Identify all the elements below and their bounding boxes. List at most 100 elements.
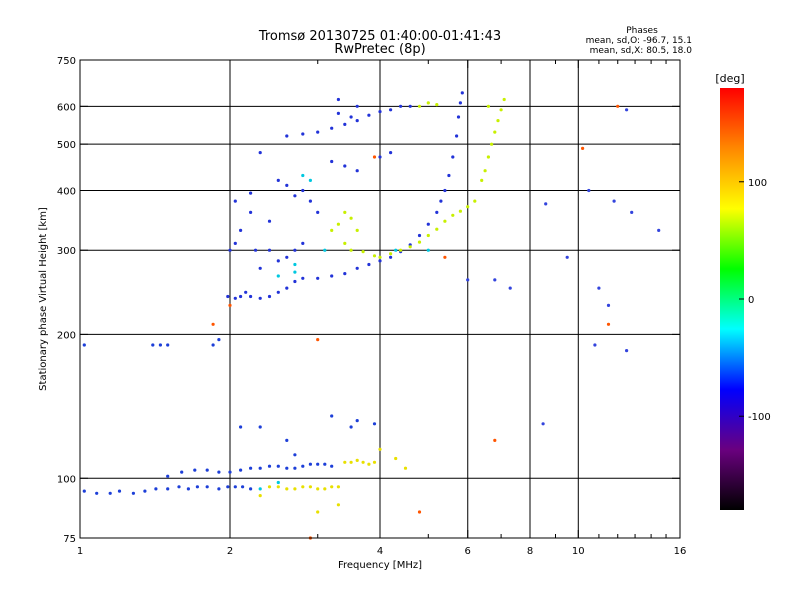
data-point: [285, 487, 289, 491]
data-point: [276, 290, 280, 294]
data-point: [258, 151, 262, 155]
data-point: [480, 178, 484, 182]
data-point: [82, 489, 86, 493]
data-point: [258, 487, 262, 491]
data-point: [131, 491, 135, 495]
data-point: [399, 104, 403, 108]
data-point: [493, 130, 497, 134]
data-point: [443, 219, 447, 223]
chart-title: Tromsø 20130725 01:40:00-01:41:43: [258, 29, 501, 44]
data-point: [285, 286, 289, 290]
data-point: [367, 462, 371, 466]
data-point: [486, 155, 490, 159]
data-point: [293, 270, 297, 274]
data-point: [253, 248, 258, 252]
data-point: [117, 489, 122, 493]
data-point: [258, 494, 262, 498]
data-point: [239, 425, 243, 429]
data-point: [239, 468, 243, 472]
data-point: [241, 485, 245, 489]
data-point: [349, 248, 353, 252]
data-point: [233, 296, 237, 300]
x-tick-label: 10: [572, 546, 585, 557]
data-point: [258, 266, 262, 270]
data-point: [258, 296, 262, 300]
data-point: [355, 228, 359, 232]
data-point: [158, 343, 162, 347]
data-point: [249, 191, 253, 195]
data-point: [417, 233, 422, 238]
data-point: [372, 155, 377, 159]
data-point: [587, 188, 591, 193]
data-point: [625, 349, 629, 353]
data-point: [625, 108, 629, 112]
data-point: [151, 343, 155, 347]
data-point: [186, 487, 190, 491]
data-point: [267, 464, 272, 468]
data-point: [267, 219, 272, 223]
data-point: [258, 425, 262, 429]
data-point: [336, 485, 340, 489]
data-point: [276, 274, 280, 278]
data-point: [177, 485, 181, 489]
data-point: [408, 104, 412, 108]
x-tick-label: 8: [527, 546, 533, 557]
data-point: [355, 169, 359, 173]
data-point: [486, 104, 490, 108]
data-point: [435, 103, 439, 107]
data-point: [426, 222, 430, 226]
x-tick-label: 4: [377, 546, 383, 557]
y-tick-label: 400: [57, 186, 76, 197]
y-tick-label: 600: [57, 102, 76, 113]
data-point: [217, 338, 221, 342]
data-point: [205, 468, 209, 472]
data-point: [82, 343, 86, 347]
colorbar-unit: [deg]: [715, 72, 744, 85]
data-point: [361, 460, 365, 464]
data-point: [293, 262, 297, 267]
data-point: [502, 97, 506, 102]
data-point: [355, 419, 359, 423]
data-point: [108, 491, 112, 495]
data-point: [249, 487, 253, 491]
data-point: [343, 460, 347, 464]
data-point: [372, 422, 377, 426]
data-point: [343, 272, 347, 276]
data-point: [417, 104, 422, 108]
y-tick-label: 300: [57, 246, 76, 257]
y-tick-label: 750: [57, 56, 76, 67]
data-point: [330, 126, 334, 130]
data-point: [443, 188, 447, 193]
data-point: [293, 466, 297, 470]
data-point: [378, 255, 382, 259]
data-point: [439, 199, 443, 203]
data-point: [565, 255, 569, 259]
data-point: [451, 213, 455, 217]
data-point: [244, 290, 248, 294]
data-point: [226, 485, 230, 489]
data-point: [316, 462, 320, 466]
x-tick-label: 16: [674, 546, 687, 557]
y-axis-title: Stationary phase Virtual Height [km]: [38, 207, 49, 391]
data-point: [456, 115, 461, 119]
data-point: [389, 255, 393, 259]
data-point: [285, 183, 289, 187]
data-point: [249, 466, 253, 470]
chart-subtitle: RwPretec (8p): [334, 42, 425, 57]
data-point: [378, 110, 382, 114]
y-tick-label: 75: [63, 534, 76, 545]
data-point: [308, 485, 312, 489]
data-point: [239, 228, 243, 232]
data-point: [612, 199, 616, 203]
axes: 1 2 4 6 8 10 16 75 100 200 300 400 500 600 750: [57, 56, 686, 557]
data-point: [408, 245, 412, 249]
data-point: [211, 343, 215, 347]
data-point: [228, 303, 232, 307]
data-point: [336, 97, 340, 102]
data-point: [417, 510, 422, 514]
data-point: [367, 262, 371, 267]
data-point: [301, 132, 305, 136]
data-point: [249, 210, 253, 214]
data-point: [276, 480, 280, 485]
data-point: [483, 169, 487, 173]
